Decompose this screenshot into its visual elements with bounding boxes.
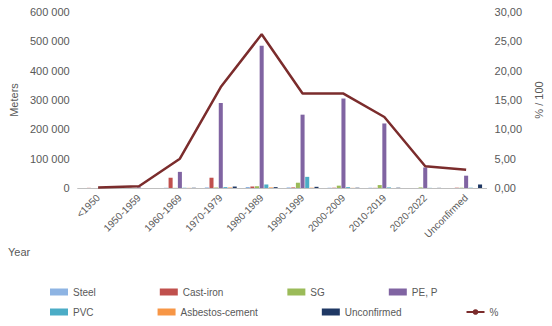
- svg-text:20,00: 20,00: [495, 65, 523, 77]
- svg-text:Year: Year: [8, 246, 31, 258]
- svg-text:PE, P: PE, P: [412, 287, 438, 298]
- svg-text:1970-1979: 1970-1979: [183, 192, 225, 234]
- svg-text:Meters: Meters: [8, 83, 20, 117]
- svg-text:500 000: 500 000: [30, 35, 70, 47]
- svg-text:Unconfirmed: Unconfirmed: [422, 192, 470, 240]
- svg-text:1950-1959: 1950-1959: [101, 192, 143, 234]
- svg-text:0: 0: [64, 182, 70, 194]
- svg-text:400 000: 400 000: [30, 65, 70, 77]
- svg-text:Steel: Steel: [73, 287, 96, 298]
- svg-text:SG: SG: [310, 287, 325, 298]
- svg-text:15,00: 15,00: [495, 94, 523, 106]
- svg-text:<1950: <1950: [74, 192, 102, 220]
- svg-text:Cast-iron: Cast-iron: [183, 287, 224, 298]
- svg-text:200 000: 200 000: [30, 123, 70, 135]
- svg-text:25,00: 25,00: [495, 35, 523, 47]
- svg-text:1990-1999: 1990-1999: [265, 192, 307, 234]
- svg-text:%: %: [490, 307, 499, 318]
- svg-text:5,00: 5,00: [495, 153, 516, 165]
- svg-text:% / 100: % / 100: [533, 81, 545, 118]
- svg-text:1980-1989: 1980-1989: [224, 192, 266, 234]
- svg-text:2010-2019: 2010-2019: [347, 192, 389, 234]
- svg-text:0,00: 0,00: [495, 182, 516, 194]
- svg-text:100 000: 100 000: [30, 153, 70, 165]
- svg-text:30,00: 30,00: [495, 6, 523, 18]
- svg-text:Asbestos-cement: Asbestos-cement: [181, 307, 258, 318]
- svg-text:PVC: PVC: [73, 307, 94, 318]
- svg-text:10,00: 10,00: [495, 123, 523, 135]
- svg-text:1960-1969: 1960-1969: [142, 192, 184, 234]
- svg-text:Unconfirmed: Unconfirmed: [345, 307, 402, 318]
- svg-text:2020-2022: 2020-2022: [388, 192, 430, 234]
- svg-text:600 000: 600 000: [30, 6, 70, 18]
- svg-text:2000-2009: 2000-2009: [306, 192, 348, 234]
- svg-text:300 000: 300 000: [30, 94, 70, 106]
